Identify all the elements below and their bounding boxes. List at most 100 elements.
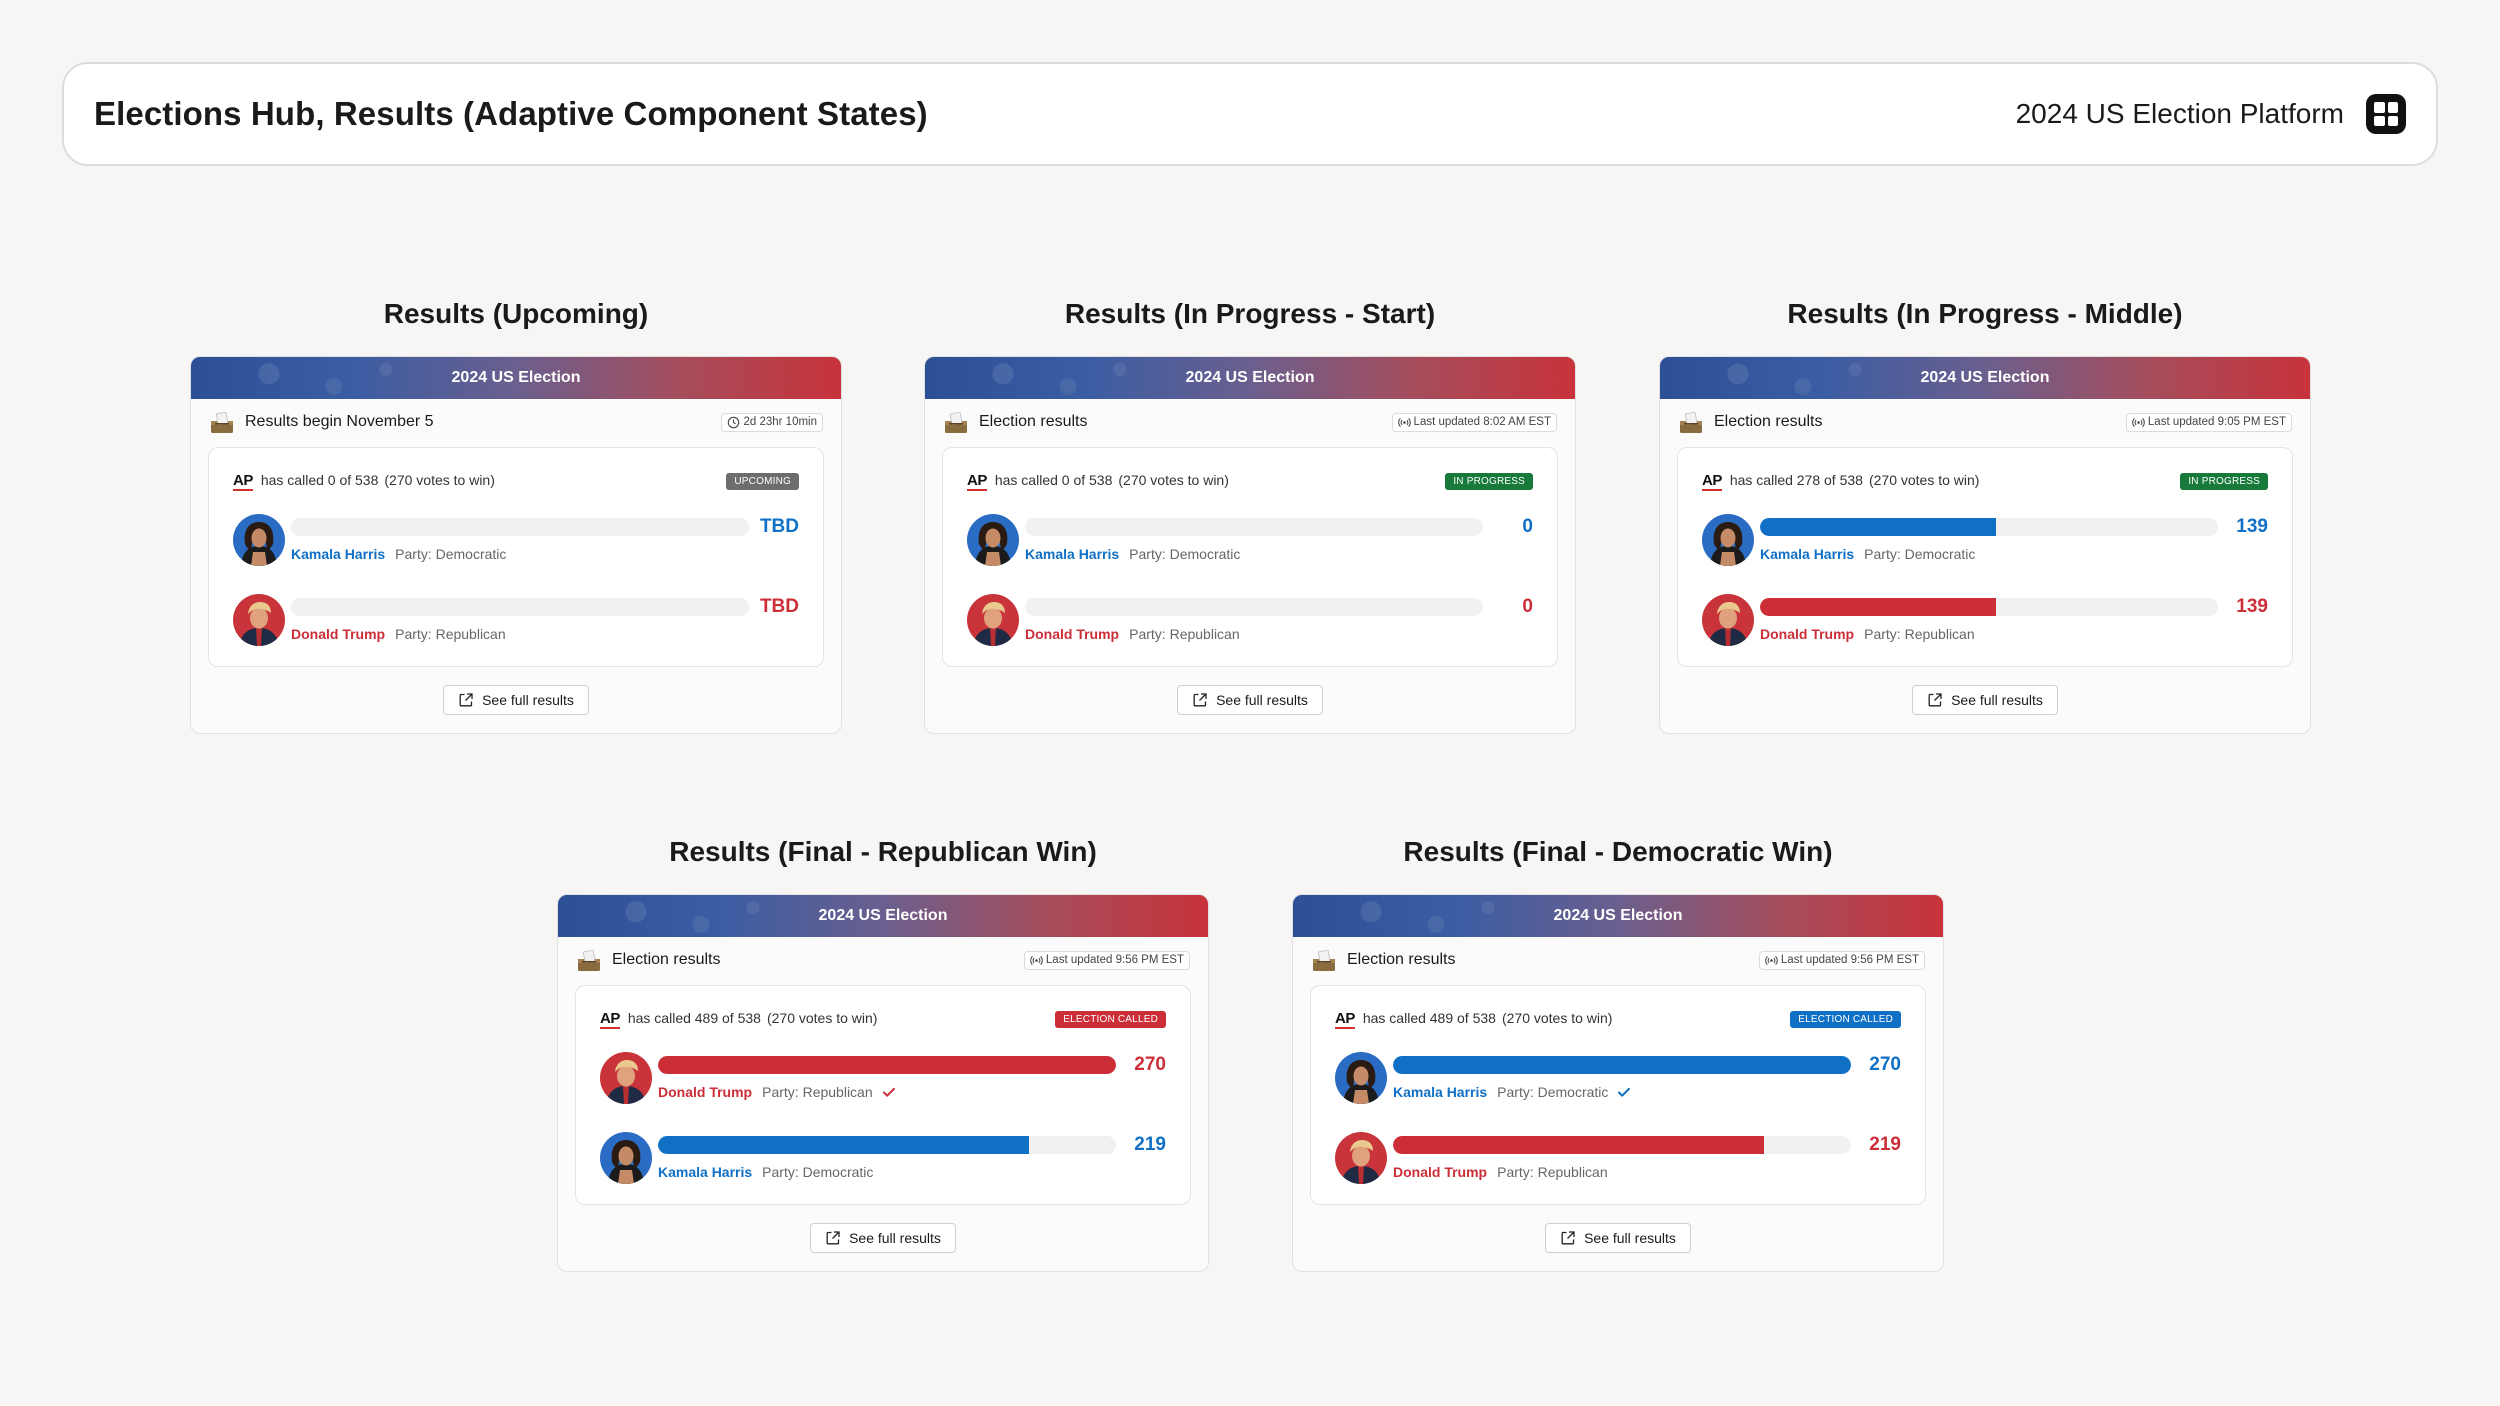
candidate-row: 139 Kamala Harris Party: Democratic: [1702, 514, 2268, 566]
section-title: Results (In Progress - Middle): [1787, 298, 2183, 329]
vote-bar-fill: [658, 1136, 1030, 1154]
electoral-votes: 219: [1869, 1134, 1901, 1155]
candidate-party: Party: Democratic: [762, 1164, 874, 1180]
candidate-body: 219 Kamala Harris Party: Democratic: [658, 1132, 1166, 1180]
status-badge: IN PROGRESS: [2180, 472, 2268, 490]
candidate-party: Party: Republican: [1129, 626, 1240, 642]
external-link-icon: [826, 1231, 840, 1245]
candidate-name[interactable]: Donald Trump: [1025, 626, 1120, 642]
candidate-party: Party: Democratic: [1864, 546, 1976, 562]
candidate-body: TBD Kamala Harris Party: Democratic: [291, 514, 799, 562]
clock-icon: [728, 416, 740, 428]
card-header-title: Election results: [612, 951, 721, 968]
see-full-results-button[interactable]: See full results: [1545, 1223, 1691, 1253]
electoral-votes: TBD: [759, 516, 799, 537]
status-badge: ELECTION CALLED: [1790, 1010, 1901, 1028]
live-signal-icon: [1030, 955, 1043, 965]
candidate-meta: Donald Trump Party: Republican: [1393, 1164, 1901, 1180]
status-badge: IN PROGRESS: [1445, 472, 1533, 490]
candidate-name[interactable]: Donald Trump: [658, 1084, 753, 1100]
card-header-title: Election results: [1347, 951, 1456, 968]
vote-bar-fill: [1760, 598, 1996, 616]
electoral-votes: 0: [1522, 596, 1533, 617]
candidate-name[interactable]: Kamala Harris: [1760, 546, 1855, 562]
banner-title: 2024 US Election: [451, 369, 581, 386]
see-full-results-button[interactable]: See full results: [810, 1223, 956, 1253]
candidate-body: 270 Kamala Harris Party: Democratic: [1393, 1052, 1901, 1100]
harris-avatar: [1702, 514, 1754, 566]
electoral-votes: 270: [1134, 1054, 1166, 1075]
candidate-meta: Donald Trump Party: Republican: [658, 1084, 1166, 1100]
vote-bar-line: 139: [1760, 594, 2268, 620]
candidate-row: 219 Donald Trump Party: Republican: [1335, 1132, 1901, 1184]
ap-logo: AP: [1702, 471, 1722, 491]
win-threshold: (270 votes to win): [1501, 1009, 1613, 1026]
candidate-name[interactable]: Kamala Harris: [658, 1164, 753, 1180]
panel-top: AP has called 489 of 538 (270 votes to w…: [600, 1008, 1166, 1030]
candidate-meta: Kamala Harris Party: Democratic: [1760, 546, 2268, 562]
card-footer: See full results: [1293, 1205, 1943, 1271]
candidate-body: 0 Kamala Harris Party: Democratic: [1025, 514, 1533, 562]
results-panel: AP has called 278 of 538 (270 votes to w…: [1677, 447, 2293, 667]
ap-logo: AP: [233, 471, 253, 491]
card-banner: 2024 US Election: [191, 357, 841, 399]
results-section-3: Results (In Progress - Middle) 2024 US E…: [1659, 294, 2311, 734]
vote-bar-line: TBD: [291, 594, 799, 620]
vote-bar-track: [291, 518, 749, 536]
section-title: Results (Final - Democratic Win): [1403, 836, 1833, 867]
see-full-results-button[interactable]: See full results: [1912, 685, 2058, 715]
windows-logo-icon[interactable]: [2366, 94, 2406, 134]
candidate-name[interactable]: Donald Trump: [291, 626, 386, 642]
results-section-2: Results (In Progress - Start) 2024 US El…: [924, 294, 1576, 734]
status-badge: UPCOMING: [726, 472, 799, 490]
ap-logo: AP: [600, 1009, 620, 1029]
banner-title: 2024 US Election: [1185, 369, 1315, 386]
candidate-party: Party: Republican: [762, 1084, 873, 1100]
ap-logo: AP: [967, 471, 987, 491]
harris-avatar: [1335, 1052, 1387, 1104]
candidate-meta: Donald Trump Party: Republican: [1760, 626, 2268, 642]
vote-bar-line: 139: [1760, 514, 2268, 540]
see-full-results-button[interactable]: See full results: [443, 685, 589, 715]
card-footer: See full results: [1660, 667, 2310, 733]
card-header-left: Election results: [1311, 948, 1456, 972]
vote-bar-line: 0: [1025, 514, 1533, 540]
candidate-name[interactable]: Kamala Harris: [291, 546, 386, 562]
card-banner: 2024 US Election: [558, 895, 1208, 937]
results-card: 2024 US Election Election results Last u…: [924, 356, 1576, 734]
see-full-results-label: See full results: [1584, 1230, 1676, 1246]
ballot-box-icon: [945, 411, 967, 433]
candidate-list: 0 Kamala Harris Party: Democratic 0 Dona…: [967, 514, 1533, 646]
candidate-name[interactable]: Donald Trump: [1393, 1164, 1488, 1180]
candidate-party: Party: Democratic: [1129, 546, 1241, 562]
see-full-results-label: See full results: [849, 1230, 941, 1246]
harris-avatar: [600, 1132, 652, 1184]
see-full-results-button[interactable]: See full results: [1177, 685, 1323, 715]
candidate-body: 270 Donald Trump Party: Republican: [658, 1052, 1166, 1100]
vote-bar-track: [1760, 598, 2218, 616]
results-panel: AP has called 489 of 538 (270 votes to w…: [1310, 985, 1926, 1205]
ap-called-line: AP has called 489 of 538 (270 votes to w…: [600, 1010, 877, 1029]
card-header: Election results Last updated 9:56 PM ES…: [558, 937, 1208, 983]
card-banner: 2024 US Election: [925, 357, 1575, 399]
candidate-row: 219 Kamala Harris Party: Democratic: [600, 1132, 1166, 1184]
vote-bar-track: [1760, 518, 2218, 536]
see-full-results-label: See full results: [482, 692, 574, 708]
live-signal-icon: [1397, 417, 1411, 427]
card-footer: See full results: [191, 667, 841, 733]
vote-bar-line: 219: [1393, 1132, 1901, 1158]
card-header: Election results Last updated 8:02 AM ES…: [925, 399, 1575, 445]
banner-title: 2024 US Election: [1920, 369, 2050, 386]
candidate-name[interactable]: Kamala Harris: [1025, 546, 1120, 562]
candidate-row: 139 Donald Trump Party: Republican: [1702, 594, 2268, 646]
ap-called-line: AP has called 0 of 538 (270 votes to win…: [967, 472, 1229, 491]
card-footer: See full results: [558, 1205, 1208, 1271]
card-header-title: Results begin November 5: [245, 413, 434, 430]
trump-avatar: [600, 1052, 652, 1104]
candidate-name[interactable]: Donald Trump: [1760, 626, 1855, 642]
candidate-name[interactable]: Kamala Harris: [1393, 1084, 1488, 1100]
update-time-chip: Last updated 9:05 PM EST: [2125, 412, 2292, 432]
called-count: has called 278 of 538: [1729, 471, 1863, 488]
candidate-party: Party: Democratic: [1497, 1084, 1609, 1100]
platform-name: 2024 US Election Platform: [2015, 98, 2344, 129]
